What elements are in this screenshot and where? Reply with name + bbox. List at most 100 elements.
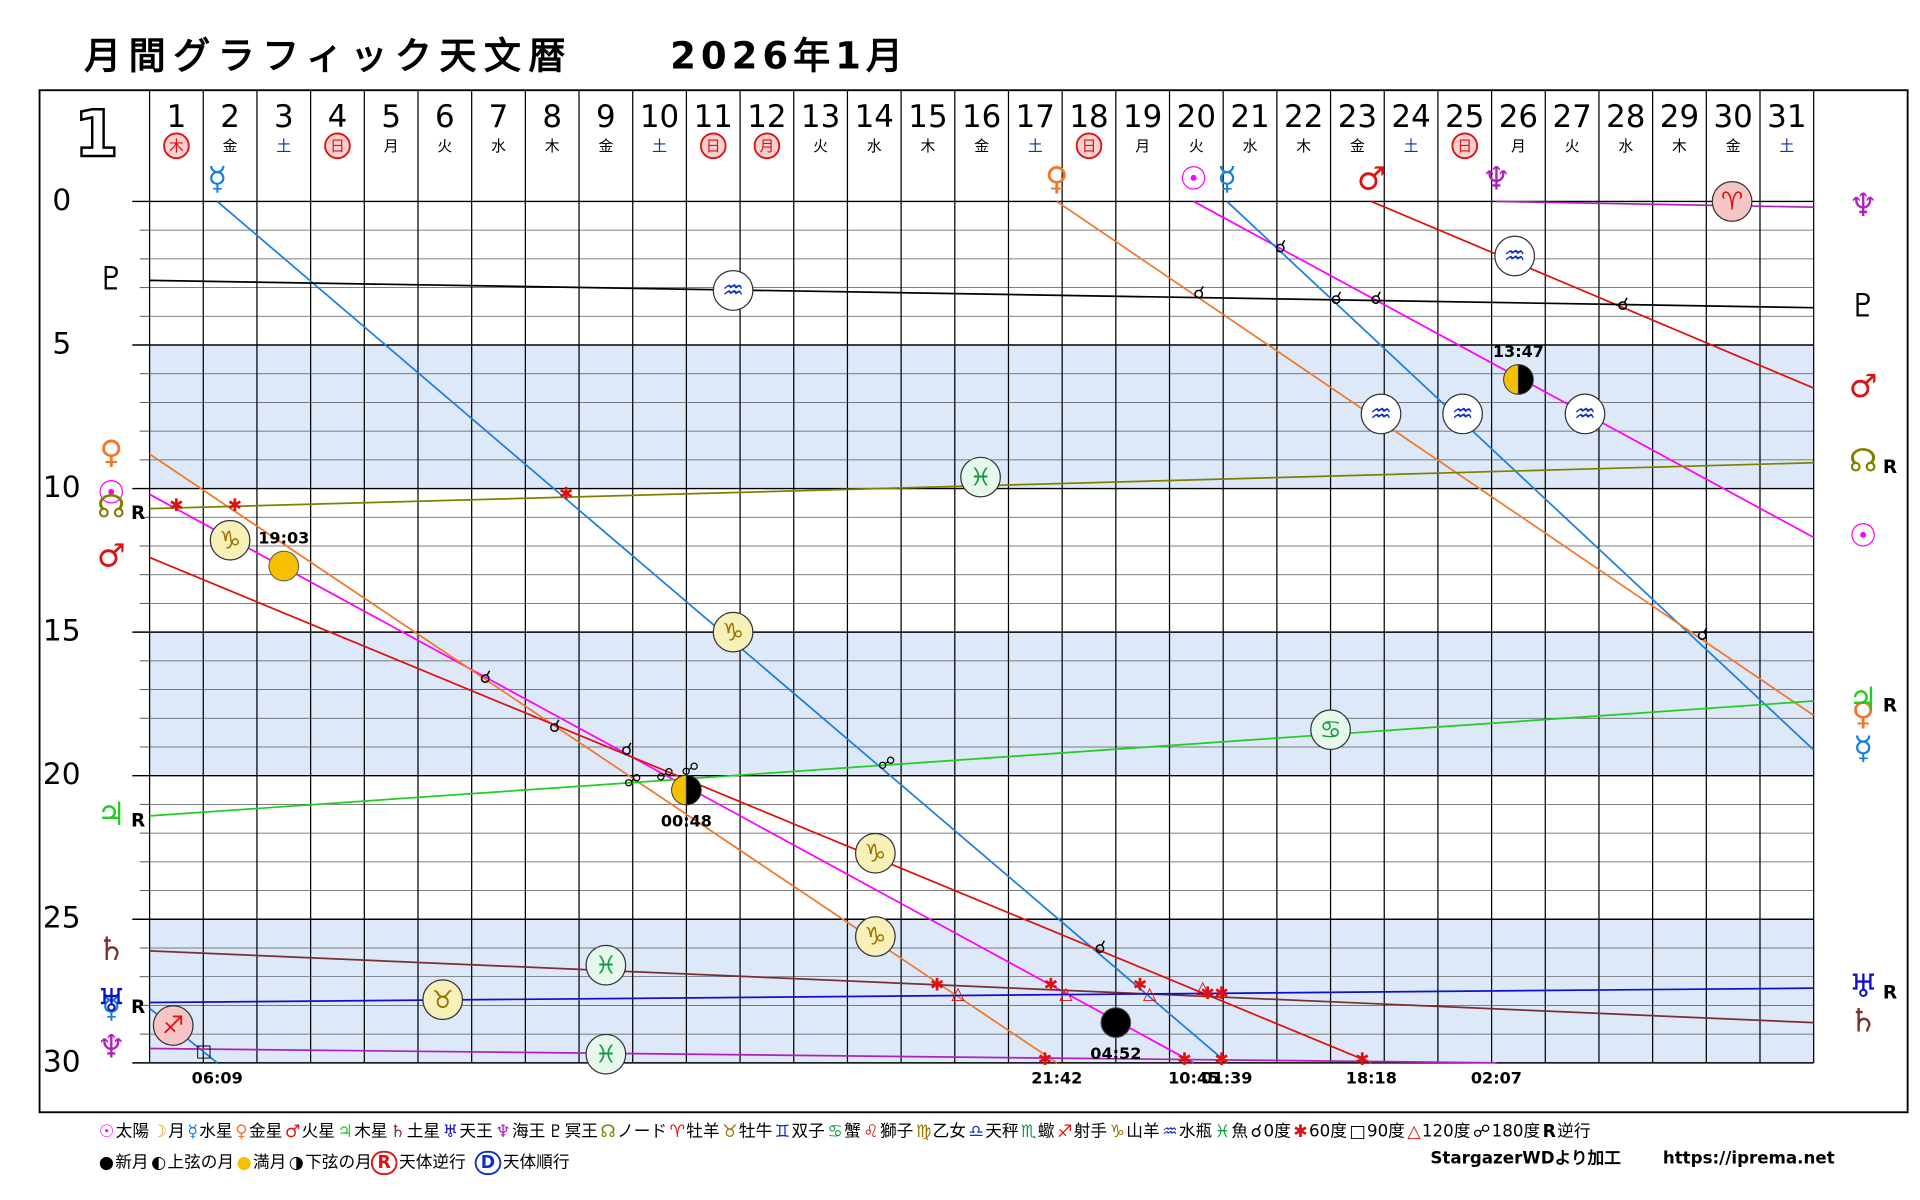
moon-phase-time: 19:03	[258, 528, 309, 547]
legend-symbol: ●	[99, 1153, 114, 1173]
legend-label: 60度	[1309, 1122, 1347, 1141]
retrograde-label: R	[131, 997, 145, 1018]
moon-half	[685, 774, 702, 806]
aspect-marker: ☌	[621, 740, 633, 760]
planet-label: ♀	[1045, 159, 1069, 197]
holiday-circle	[163, 132, 190, 160]
weekday: 木	[545, 138, 560, 155]
holiday-circle	[1451, 132, 1479, 160]
sign-marker	[422, 979, 464, 1021]
day-number: 10	[640, 99, 679, 135]
planet-label: ☊	[1849, 442, 1878, 480]
sign-marker	[1310, 709, 1351, 751]
planet-label: ☊	[97, 488, 126, 526]
event-time: 02:07	[1471, 1068, 1522, 1087]
legend-label: 180度	[1492, 1122, 1541, 1141]
legend-symbol: ♆	[495, 1122, 511, 1142]
day-number: 21	[1230, 99, 1269, 135]
aspect-marker: ☌	[1331, 289, 1343, 309]
aspect-marker: ☍	[624, 771, 642, 791]
legend-label: 天秤	[985, 1122, 1018, 1141]
day-number: 4	[328, 99, 348, 135]
legend-symbol: ☍	[1473, 1122, 1491, 1142]
sign-symbol: ♑	[864, 922, 886, 951]
aspect-marker: ✱	[559, 484, 574, 504]
legend-symbol: ☉	[99, 1122, 115, 1142]
holiday-circle	[324, 132, 351, 160]
y-tick-label: 0	[52, 182, 71, 217]
sign-symbol: ♒	[722, 276, 744, 305]
legend-box	[370, 1150, 398, 1175]
legend-symbol: ☊	[600, 1122, 615, 1142]
retrograde-label: R	[131, 810, 145, 831]
weekday: 木	[169, 138, 184, 155]
sign-symbol: ♒	[1452, 399, 1474, 428]
weekday: 木	[1672, 138, 1687, 155]
legend-symbol: ♇	[548, 1122, 564, 1142]
legend-symbol: ☿	[187, 1122, 198, 1142]
day-number: 23	[1338, 99, 1377, 135]
planet-label: ☉	[1179, 159, 1208, 197]
day-number: 30	[1713, 99, 1752, 135]
legend-label: 獅子	[880, 1122, 913, 1141]
planet-label: ♇	[97, 259, 126, 297]
day-number: 9	[596, 99, 616, 135]
sign-marker	[209, 519, 251, 561]
weekday: 月	[1135, 138, 1150, 155]
weekday: 水	[867, 138, 882, 155]
moon-phase-time: 13:47	[1493, 342, 1544, 361]
day-number: 22	[1284, 99, 1323, 135]
weekday: 月	[1511, 138, 1526, 155]
day-number: 27	[1552, 99, 1591, 135]
event-time: 21:42	[1031, 1068, 1082, 1087]
weekday: 日	[706, 138, 721, 155]
moon-phase-time: 04:52	[1090, 1044, 1141, 1063]
weekday: 水	[1618, 138, 1633, 155]
day-number: 31	[1767, 99, 1806, 135]
event-time: 10:45	[1168, 1068, 1219, 1087]
aspect-marker: ☌	[1094, 938, 1106, 958]
planet-label: ♄	[97, 930, 126, 968]
weekday: 金	[1350, 138, 1365, 155]
legend-label: 冥王	[565, 1122, 598, 1141]
legend-label: 牡牛	[739, 1122, 772, 1141]
aspect-marker: ☌	[1370, 289, 1382, 309]
weekday: 火	[1189, 138, 1204, 155]
day-number: 5	[381, 99, 401, 135]
day-number: 6	[435, 99, 455, 135]
chart-title: 月間グラフィック天文暦	[84, 35, 573, 78]
legend-label: 牡羊	[686, 1122, 719, 1141]
legend-label: 下弦の月	[305, 1152, 372, 1171]
legend-label: 山羊	[1126, 1122, 1159, 1141]
sign-symbol: ♑	[864, 838, 886, 867]
aspect-marker: ✱	[1038, 1050, 1053, 1070]
day-number: 14	[855, 99, 894, 135]
weekday: 土	[1028, 138, 1043, 155]
sign-marker	[854, 832, 896, 874]
legend-label: 満月	[253, 1152, 286, 1171]
sign-symbol: ♑	[722, 617, 744, 646]
legend-symbol: ♏	[1021, 1122, 1037, 1142]
moon-phase-time: 00:48	[661, 812, 712, 831]
day-number: 16	[962, 99, 1001, 135]
legend-symbol: ♃	[337, 1122, 353, 1142]
legend-symbol: R	[378, 1153, 391, 1173]
event-time: 01:39	[1201, 1068, 1252, 1087]
aspect-marker: ✱	[1044, 975, 1059, 995]
day-number: 26	[1499, 99, 1538, 135]
legend-label: 蠍	[1038, 1122, 1055, 1141]
y-tick-label: 25	[43, 900, 81, 935]
day-number: 18	[1069, 99, 1108, 135]
legend-symbol: ☌	[1251, 1122, 1263, 1142]
planet-label: ♂	[1849, 367, 1878, 405]
moon-phase	[671, 774, 702, 806]
planet-label: ☉	[1849, 516, 1878, 554]
legend-symbol: ♂	[285, 1122, 301, 1142]
planet-label: ♅	[97, 982, 126, 1020]
holiday-circle	[1075, 132, 1103, 160]
moon-phase	[1503, 364, 1534, 395]
month-label: 1	[74, 97, 119, 172]
weekday: 火	[437, 138, 452, 155]
sign-marker	[712, 611, 754, 653]
legend-label: 蟹	[844, 1122, 861, 1141]
